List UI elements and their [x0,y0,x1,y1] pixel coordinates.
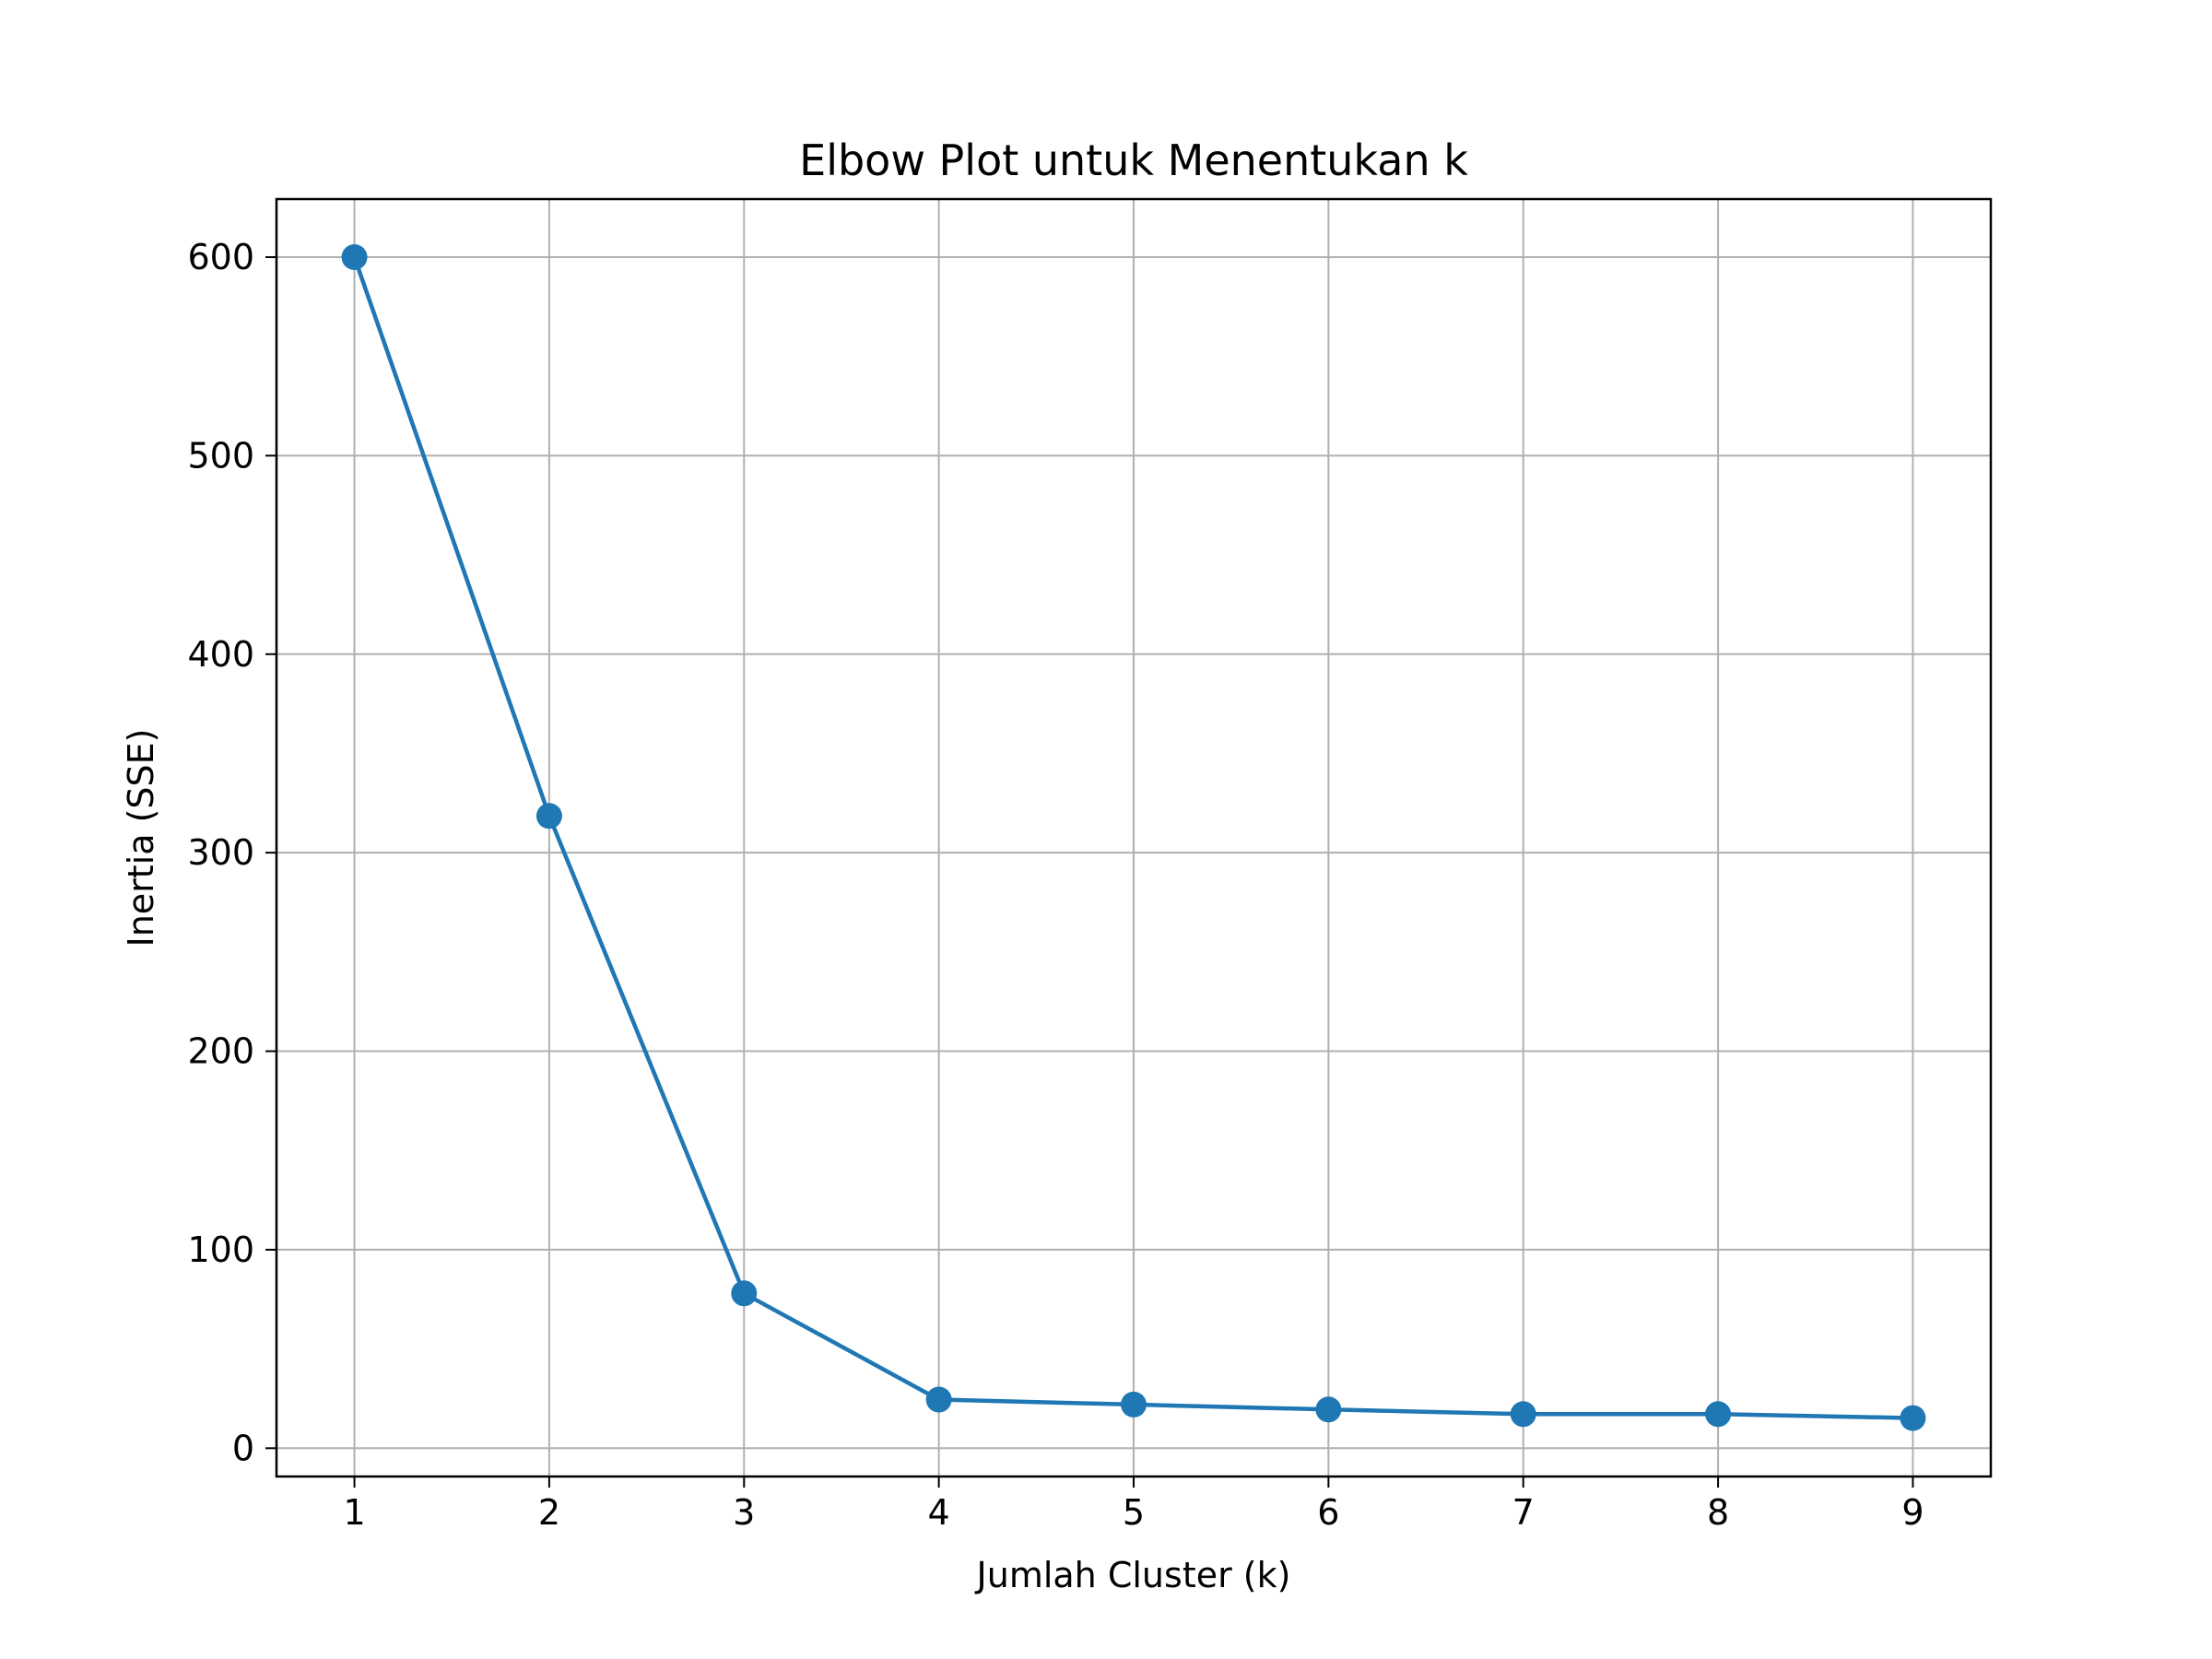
y-tick-label: 200 [187,1031,254,1072]
data-point-k7 [1510,1401,1536,1428]
data-point-k1 [341,244,368,270]
x-tick-label: 9 [1901,1492,1924,1533]
series-layer [341,244,1926,1431]
x-tick-label: 1 [343,1492,365,1533]
y-tick-label: 100 [187,1230,254,1270]
data-point-k2 [535,803,562,830]
data-point-k4 [925,1386,952,1413]
x-tick-label: 5 [1123,1492,1145,1533]
x-tick-label: 7 [1512,1492,1535,1533]
grid [276,199,1991,1477]
data-point-k6 [1315,1396,1342,1423]
data-point-k3 [731,1280,758,1307]
x-tick-label: 6 [1317,1492,1339,1533]
data-point-k8 [1705,1401,1732,1428]
x-tick-label: 8 [1707,1492,1729,1533]
data-point-k9 [1900,1405,1926,1431]
y-tick-label: 400 [187,634,254,675]
x-tick-label: 2 [538,1492,560,1533]
x-tick-label: 3 [733,1492,755,1533]
y-tick-label: 0 [232,1428,254,1468]
chart-title: Elbow Plot untuk Menentukan k [799,135,1468,185]
y-axis-ticks: 0 100 200 300 400 500 600 [187,237,276,1468]
y-tick-label: 500 [187,435,254,476]
x-tick-label: 4 [928,1492,950,1533]
y-tick-label: 600 [187,237,254,277]
y-tick-label: 300 [187,832,254,873]
x-axis-label: Jumlah Cluster (k) [975,1555,1291,1595]
data-point-k5 [1121,1391,1147,1418]
y-axis-label: Inertia (SSE) [121,728,161,947]
x-axis-ticks: 1 2 3 4 5 6 7 8 9 [343,1477,1924,1533]
